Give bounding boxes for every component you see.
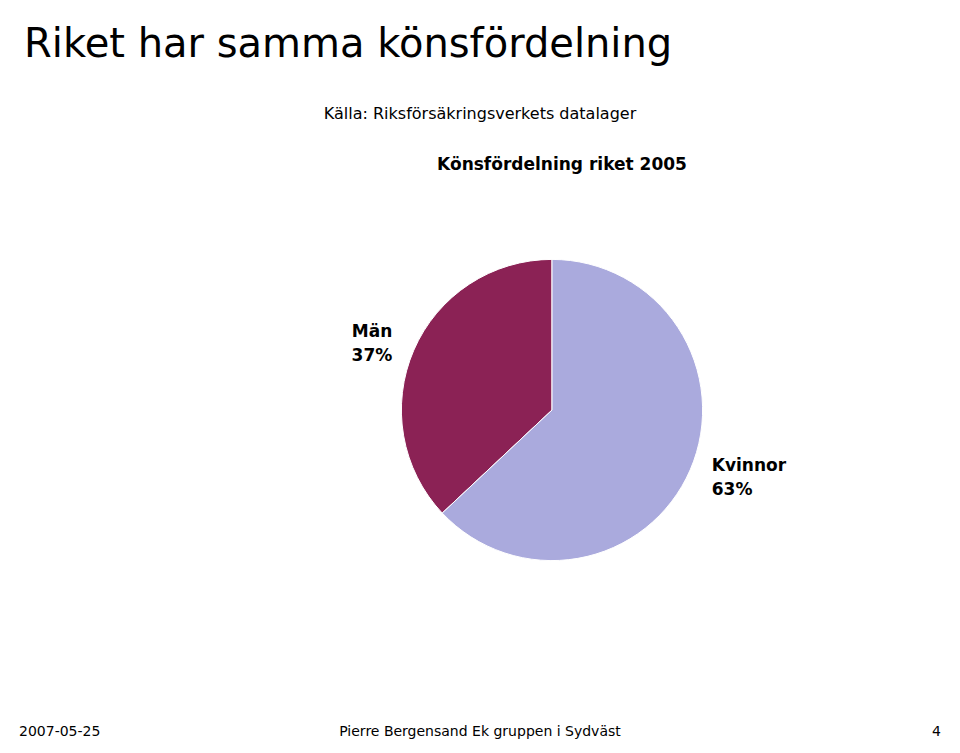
svg-text:4: 4 [932, 723, 941, 739]
svg-text:Pierre Bergensand Ek gruppen i: Pierre Bergensand Ek gruppen i Sydväst [339, 723, 621, 739]
svg-text:37%: 37% [352, 345, 393, 365]
svg-text:Källa: Riksförsäkringsverkets: Källa: Riksförsäkringsverkets datalager [324, 104, 637, 123]
svg-text:2007-05-25: 2007-05-25 [19, 723, 100, 739]
svg-text:Män: Män [352, 321, 393, 341]
svg-text:Könsfördelning riket 2005: Könsfördelning riket 2005 [437, 154, 687, 174]
svg-text:Kvinnor: Kvinnor [712, 455, 787, 475]
svg-text:Riket har samma könsfördelning: Riket har samma könsfördelning [24, 20, 672, 66]
svg-text:63%: 63% [712, 479, 753, 499]
